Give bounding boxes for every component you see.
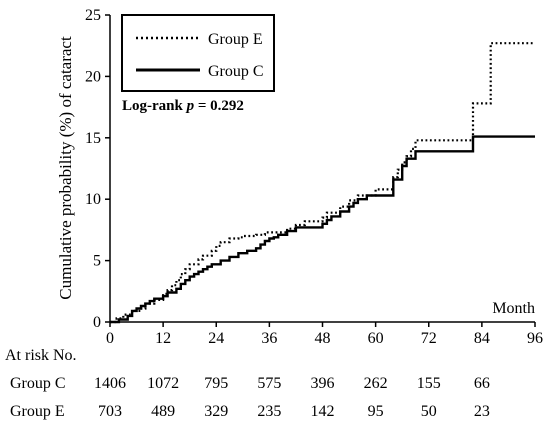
legend: Group E Group C: [121, 14, 275, 92]
x-tick-label: 0: [106, 330, 114, 347]
risk-value-group-e: 95: [368, 403, 384, 420]
series-line-group-e: [110, 42, 535, 324]
y-tick-label: 15: [85, 130, 101, 147]
legend-box: [121, 14, 275, 92]
x-tick-label: 12: [155, 330, 171, 347]
risk-value-group-e: 23: [474, 403, 490, 420]
risk-value-group-e: 235: [257, 403, 281, 420]
y-tick-label: 10: [85, 191, 101, 208]
series-line-group-c: [110, 135, 535, 324]
series-layer: [110, 42, 535, 324]
x-tick-label: 48: [315, 330, 331, 347]
x-tick-label: 72: [421, 330, 437, 347]
risk-value-group-e: 703: [98, 403, 122, 420]
x-tick-label: 24: [208, 330, 224, 347]
risk-value-group-c: 1406: [94, 375, 126, 392]
risk-values: 1406 1072 795 575 396 262 155 66 703 489 329 235 142…: [94, 375, 490, 420]
legend-label-group-c: Group C: [208, 63, 264, 80]
risk-value-group-c: 155: [417, 375, 441, 392]
risk-value-group-e: 329: [204, 403, 228, 420]
risk-value-group-c: 396: [311, 375, 335, 392]
x-tick-label: 60: [368, 330, 384, 347]
risk-value-group-e: 142: [311, 403, 335, 420]
risk-value-group-e: 50: [421, 403, 437, 420]
y-tick-label: 20: [85, 68, 101, 85]
risk-table-header: At risk No.: [5, 347, 77, 364]
y-tick-label: 0: [93, 314, 101, 331]
x-tick-label: 96: [527, 330, 543, 347]
risk-row-label-group-c: Group C: [10, 375, 66, 392]
log-rank-annotation: Log-rank p = 0.292: [122, 98, 244, 114]
risk-table: At risk No. Group C Group E 1406 1072 795 5…: [5, 347, 490, 420]
risk-value-group-e: 489: [151, 403, 175, 420]
legend-label-group-e: Group E: [208, 31, 263, 48]
risk-row-label-group-e: Group E: [10, 403, 65, 420]
risk-value-group-c: 575: [257, 375, 281, 392]
y-tick-label: 5: [93, 253, 101, 270]
risk-value-group-c: 1072: [147, 375, 179, 392]
x-tick-label: 84: [474, 330, 490, 347]
y-tick-label: 25: [85, 7, 101, 24]
risk-value-group-c: 262: [364, 375, 388, 392]
risk-value-group-c: 795: [204, 375, 228, 392]
axes: 0 12 24 36 48 60 72 84 96 0 5 10 15 20 25: [85, 7, 543, 347]
x-tick-label: 36: [261, 330, 277, 347]
y-axis-label: Cumulative probability (%) of cataract: [56, 36, 75, 300]
risk-value-group-c: 66: [474, 375, 490, 392]
x-axis-label: Month: [492, 300, 535, 317]
